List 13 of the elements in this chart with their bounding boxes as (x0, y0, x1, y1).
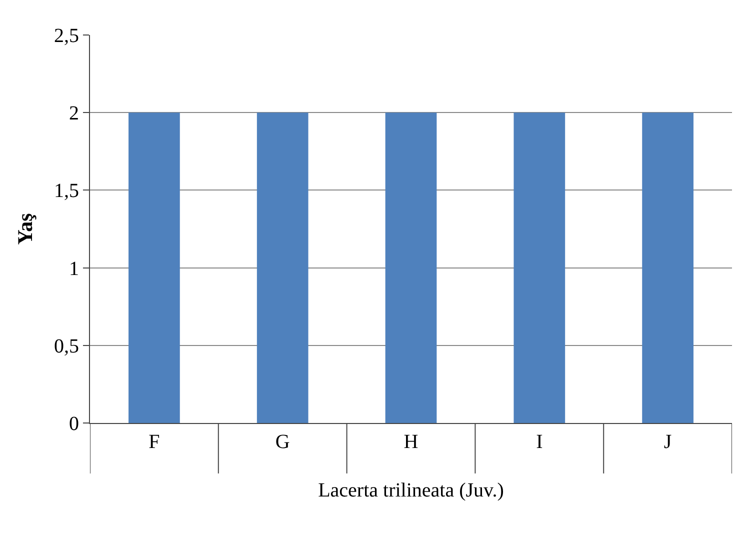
y-tick-label: 1,5 (54, 180, 79, 202)
y-axis-title: Yaş (13, 213, 38, 245)
y-tick-label: 0,5 (54, 335, 79, 358)
x-tick-label: H (404, 431, 418, 453)
y-tick-label: 1 (69, 258, 79, 280)
x-tick-label: G (275, 431, 290, 453)
x-tick-label: I (536, 431, 543, 453)
y-tick-label: 2 (69, 102, 79, 125)
y-tick-label: 2,5 (54, 25, 79, 47)
x-tick-label: F (148, 431, 160, 453)
y-tick-label: 0 (69, 413, 79, 435)
x-axis-title: Lacerta trilineata (Juv.) (318, 480, 504, 502)
x-tick-label: J (664, 431, 672, 453)
